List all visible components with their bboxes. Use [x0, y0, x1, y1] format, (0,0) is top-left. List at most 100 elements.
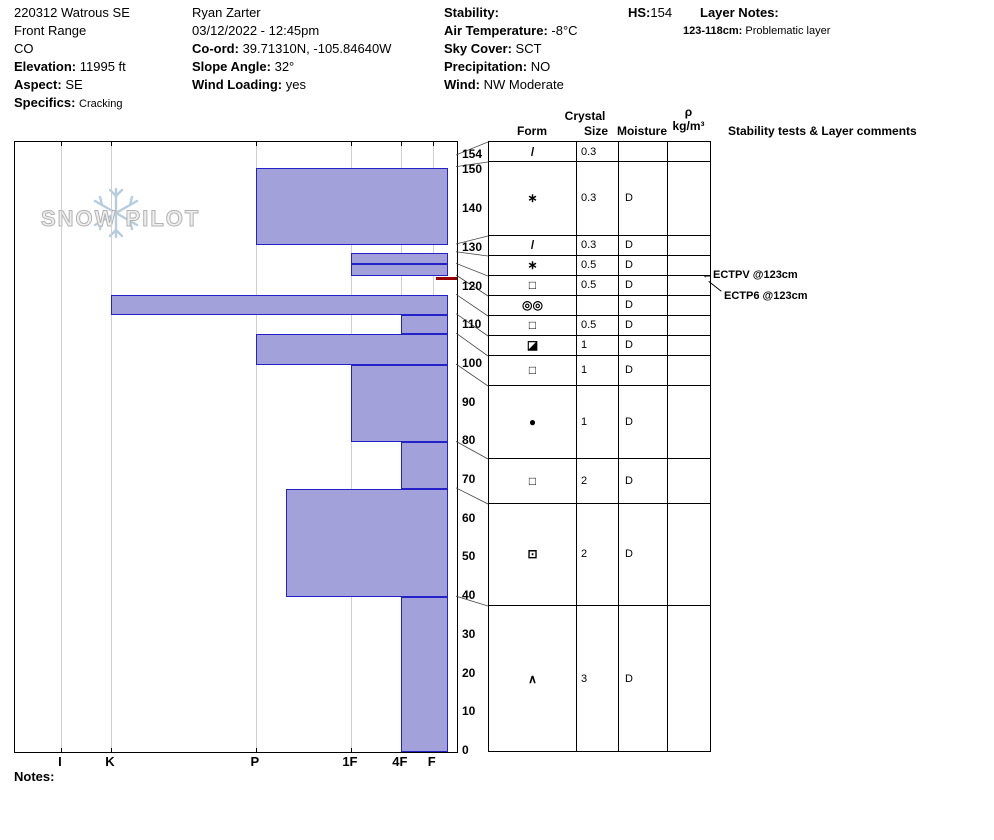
layer-note-text: Problematic layer	[745, 25, 831, 37]
stability-line: Stability:	[444, 4, 578, 22]
grain-form-symbol-facets: □	[489, 459, 577, 503]
depth-tick-label: 70	[462, 472, 476, 487]
stability-test-ectp6: ECTP6 @123cm	[724, 290, 808, 302]
moisture-cell: D	[619, 459, 668, 503]
hardness-axis-label: P	[250, 754, 260, 769]
layer-row: ⊡ 2 D	[489, 503, 711, 606]
wind-value: NW Moderate	[483, 77, 564, 92]
moisture-cell: D	[619, 315, 668, 335]
slope-angle-label: Slope Angle:	[192, 59, 271, 74]
hardness-axis-label: K	[105, 754, 115, 769]
coord-label: Co-ord:	[192, 41, 239, 56]
hardness-bar	[285, 488, 449, 598]
layer-leader-line	[456, 161, 488, 168]
density-cell	[668, 315, 711, 335]
grain-form-symbol-decomposing-fragments: /	[489, 142, 577, 161]
layer-leader-line	[456, 262, 488, 277]
density-cell	[668, 295, 711, 315]
specifics-line: Specifics: Cracking	[14, 94, 130, 113]
snowpilot-watermark: SNOW PILOT	[40, 186, 231, 248]
axis-tick-bottom	[350, 748, 352, 752]
depth-tick-label: 130	[462, 239, 483, 254]
layer-leader-line	[456, 293, 488, 317]
specifics-label: Specifics:	[14, 95, 76, 110]
layer-leader-line	[456, 332, 488, 357]
layer-leader-line	[456, 274, 488, 297]
conditions-column: Stability: Air Temperature: -8°C Sky Cov…	[444, 4, 578, 94]
layer-leader-line	[456, 487, 488, 505]
grain-size-cell: 1	[577, 335, 619, 355]
layer-leader-line	[456, 363, 488, 387]
depth-tick-label: 20	[462, 665, 476, 680]
hardness-bar	[255, 334, 449, 365]
axis-tick-top	[400, 142, 402, 146]
air-temp-value: -8°C	[551, 23, 578, 38]
left-arrow-icon: ←	[702, 269, 713, 281]
aspect-line: Aspect: SE	[14, 76, 130, 94]
hardness-bar	[110, 295, 449, 315]
axis-tick-top	[350, 142, 352, 146]
precip-label: Precipitation:	[444, 59, 528, 74]
density-cell	[668, 275, 711, 295]
hardness-bar	[350, 364, 449, 443]
axis-tick-top	[60, 142, 62, 146]
elevation-value: 11995 ft	[79, 59, 126, 74]
layer-row: /0.3 D	[489, 235, 711, 256]
wind-loading-value: yes	[285, 77, 306, 92]
moisture-cell: D	[619, 385, 668, 458]
stability-label: Stability:	[444, 5, 499, 20]
depth-tick-label: 110	[462, 317, 482, 332]
leader-lines	[456, 141, 488, 607]
table-header-density-symbol: ρ	[684, 105, 693, 119]
ectpv-label: ECTPV @123cm	[713, 269, 798, 281]
density-cell	[668, 459, 711, 503]
moisture-cell: D	[619, 355, 668, 385]
layer-note-line: 123-118cm: Problematic layer	[683, 22, 830, 40]
layer-row: □ 1 D	[489, 355, 711, 386]
specifics-value: Cracking	[79, 98, 123, 110]
hardness-bar	[400, 597, 449, 752]
layer-row: ∗ 0.5 D	[489, 255, 711, 276]
hs-value: 154	[650, 5, 673, 20]
grain-form-symbol-weak-layer-polycrystals: ◎◎	[489, 295, 577, 315]
grain-size-cell: 2	[577, 503, 619, 605]
grain-form-symbol-rounds: ●	[489, 385, 577, 458]
sky-cover-label: Sky Cover:	[444, 41, 512, 56]
hardness-axis-label: 1F	[342, 754, 358, 769]
layer-row: ∗ 0.3 D	[489, 162, 711, 236]
grain-size-cell: 0.3	[577, 162, 619, 235]
depth-tick-label: 100	[462, 355, 483, 370]
hs-column: HS:154	[628, 4, 672, 22]
watermark-text: SNOW PILOT	[40, 206, 201, 232]
hardness-axis-label: I	[58, 754, 62, 769]
wind-line: Wind: NW Moderate	[444, 76, 578, 94]
slope-angle-line: Slope Angle: 32°	[192, 58, 391, 76]
grain-size-cell: 0.5	[577, 255, 619, 275]
pit-datetime: 03/12/2022 - 12:45pm	[192, 23, 320, 38]
grain-form-symbol-facets: □	[489, 275, 577, 295]
axis-tick-top	[255, 142, 257, 146]
moisture-cell: D	[619, 275, 668, 295]
table-header-moisture: Moisture	[616, 124, 667, 138]
layer-of-concern-flag	[435, 276, 457, 280]
grain-size-cell: 0.5	[577, 275, 619, 295]
depth-tick-label: 60	[462, 510, 476, 525]
grain-form-symbol-stellar-dendrites: ∗	[489, 255, 577, 275]
depth-tick-label: 154	[462, 147, 483, 161]
layer-notes-column: Layer Notes: 123-118cm: Problematic laye…	[683, 4, 830, 40]
depth-tick-label: 140	[462, 201, 483, 216]
hardness-bar	[255, 167, 449, 245]
hardness-bar	[350, 264, 449, 276]
precip-value: NO	[530, 59, 551, 74]
hardness-gridline	[350, 142, 352, 752]
hardness-profile-chart: SNOW PILOT	[14, 141, 458, 753]
coord-line: Co-ord: 39.71310N, -105.84640W	[192, 40, 391, 58]
density-cell	[668, 335, 711, 355]
aspect-value: SE	[65, 77, 83, 92]
layer-row: ∧ 3 D	[489, 606, 711, 752]
grain-size-cell: 0.3	[577, 142, 619, 161]
table-header-size: Size	[583, 124, 608, 138]
density-cell	[668, 162, 711, 235]
layer-notes-label: Layer Notes:	[700, 5, 779, 20]
moisture-cell: D	[619, 162, 668, 235]
